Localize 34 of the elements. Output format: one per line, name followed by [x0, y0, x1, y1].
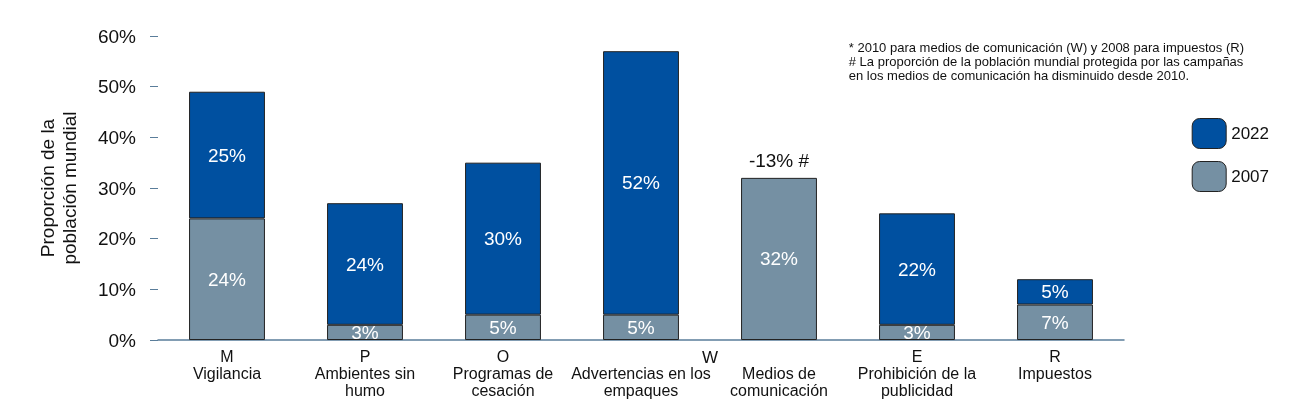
x-tick-label: M Vigilancia — [192, 348, 262, 382]
y-tick-label: 40% — [97, 126, 137, 148]
data-label: 3% — [903, 321, 931, 343]
y-tick-label: 20% — [97, 228, 137, 250]
data-label: 5% — [489, 316, 517, 338]
y-tick-label: 0% — [108, 329, 137, 351]
data-label: 22% — [897, 258, 937, 280]
y-tick-label: 50% — [97, 76, 137, 98]
data-label: 3% — [351, 321, 379, 343]
data-label: 25% — [207, 144, 247, 166]
data-label: 30% — [483, 228, 523, 250]
data-label: 5% — [627, 316, 655, 338]
y-tick-label: 10% — [97, 278, 137, 300]
legend-label: 2007 — [1231, 167, 1270, 186]
text: W — [701, 348, 719, 367]
x-tick-label: E Prohibición de la publicidad — [857, 348, 977, 399]
x-tick-label: Medios de comunicación — [730, 365, 828, 399]
x-tick-label: P Ambientes sin humo — [314, 348, 416, 399]
data-label: 24% — [345, 253, 385, 275]
annotation: * 2010 para medios de comunicación (W) y 2008 para impuestos (R) — [848, 39, 1245, 55]
data-label: 52% — [621, 172, 661, 194]
y-axis-title: Proporción de la población mundial — [36, 111, 80, 265]
data-label: 32% — [759, 248, 799, 270]
annotation: -13% # — [748, 149, 810, 171]
data-label: 5% — [1041, 281, 1069, 303]
data-label: 7% — [1041, 311, 1069, 333]
x-tick-label: O Programas de cesación — [452, 348, 554, 399]
x-tick-label: R Impuestos — [1018, 348, 1092, 382]
data-label: 24% — [207, 268, 247, 290]
bar — [741, 177, 817, 340]
x-tick-label: Advertencias en los empaques — [571, 365, 711, 399]
legend-label: 2022 — [1231, 124, 1270, 143]
y-tick-label: 60% — [97, 25, 137, 47]
y-tick-label: 30% — [97, 177, 137, 199]
